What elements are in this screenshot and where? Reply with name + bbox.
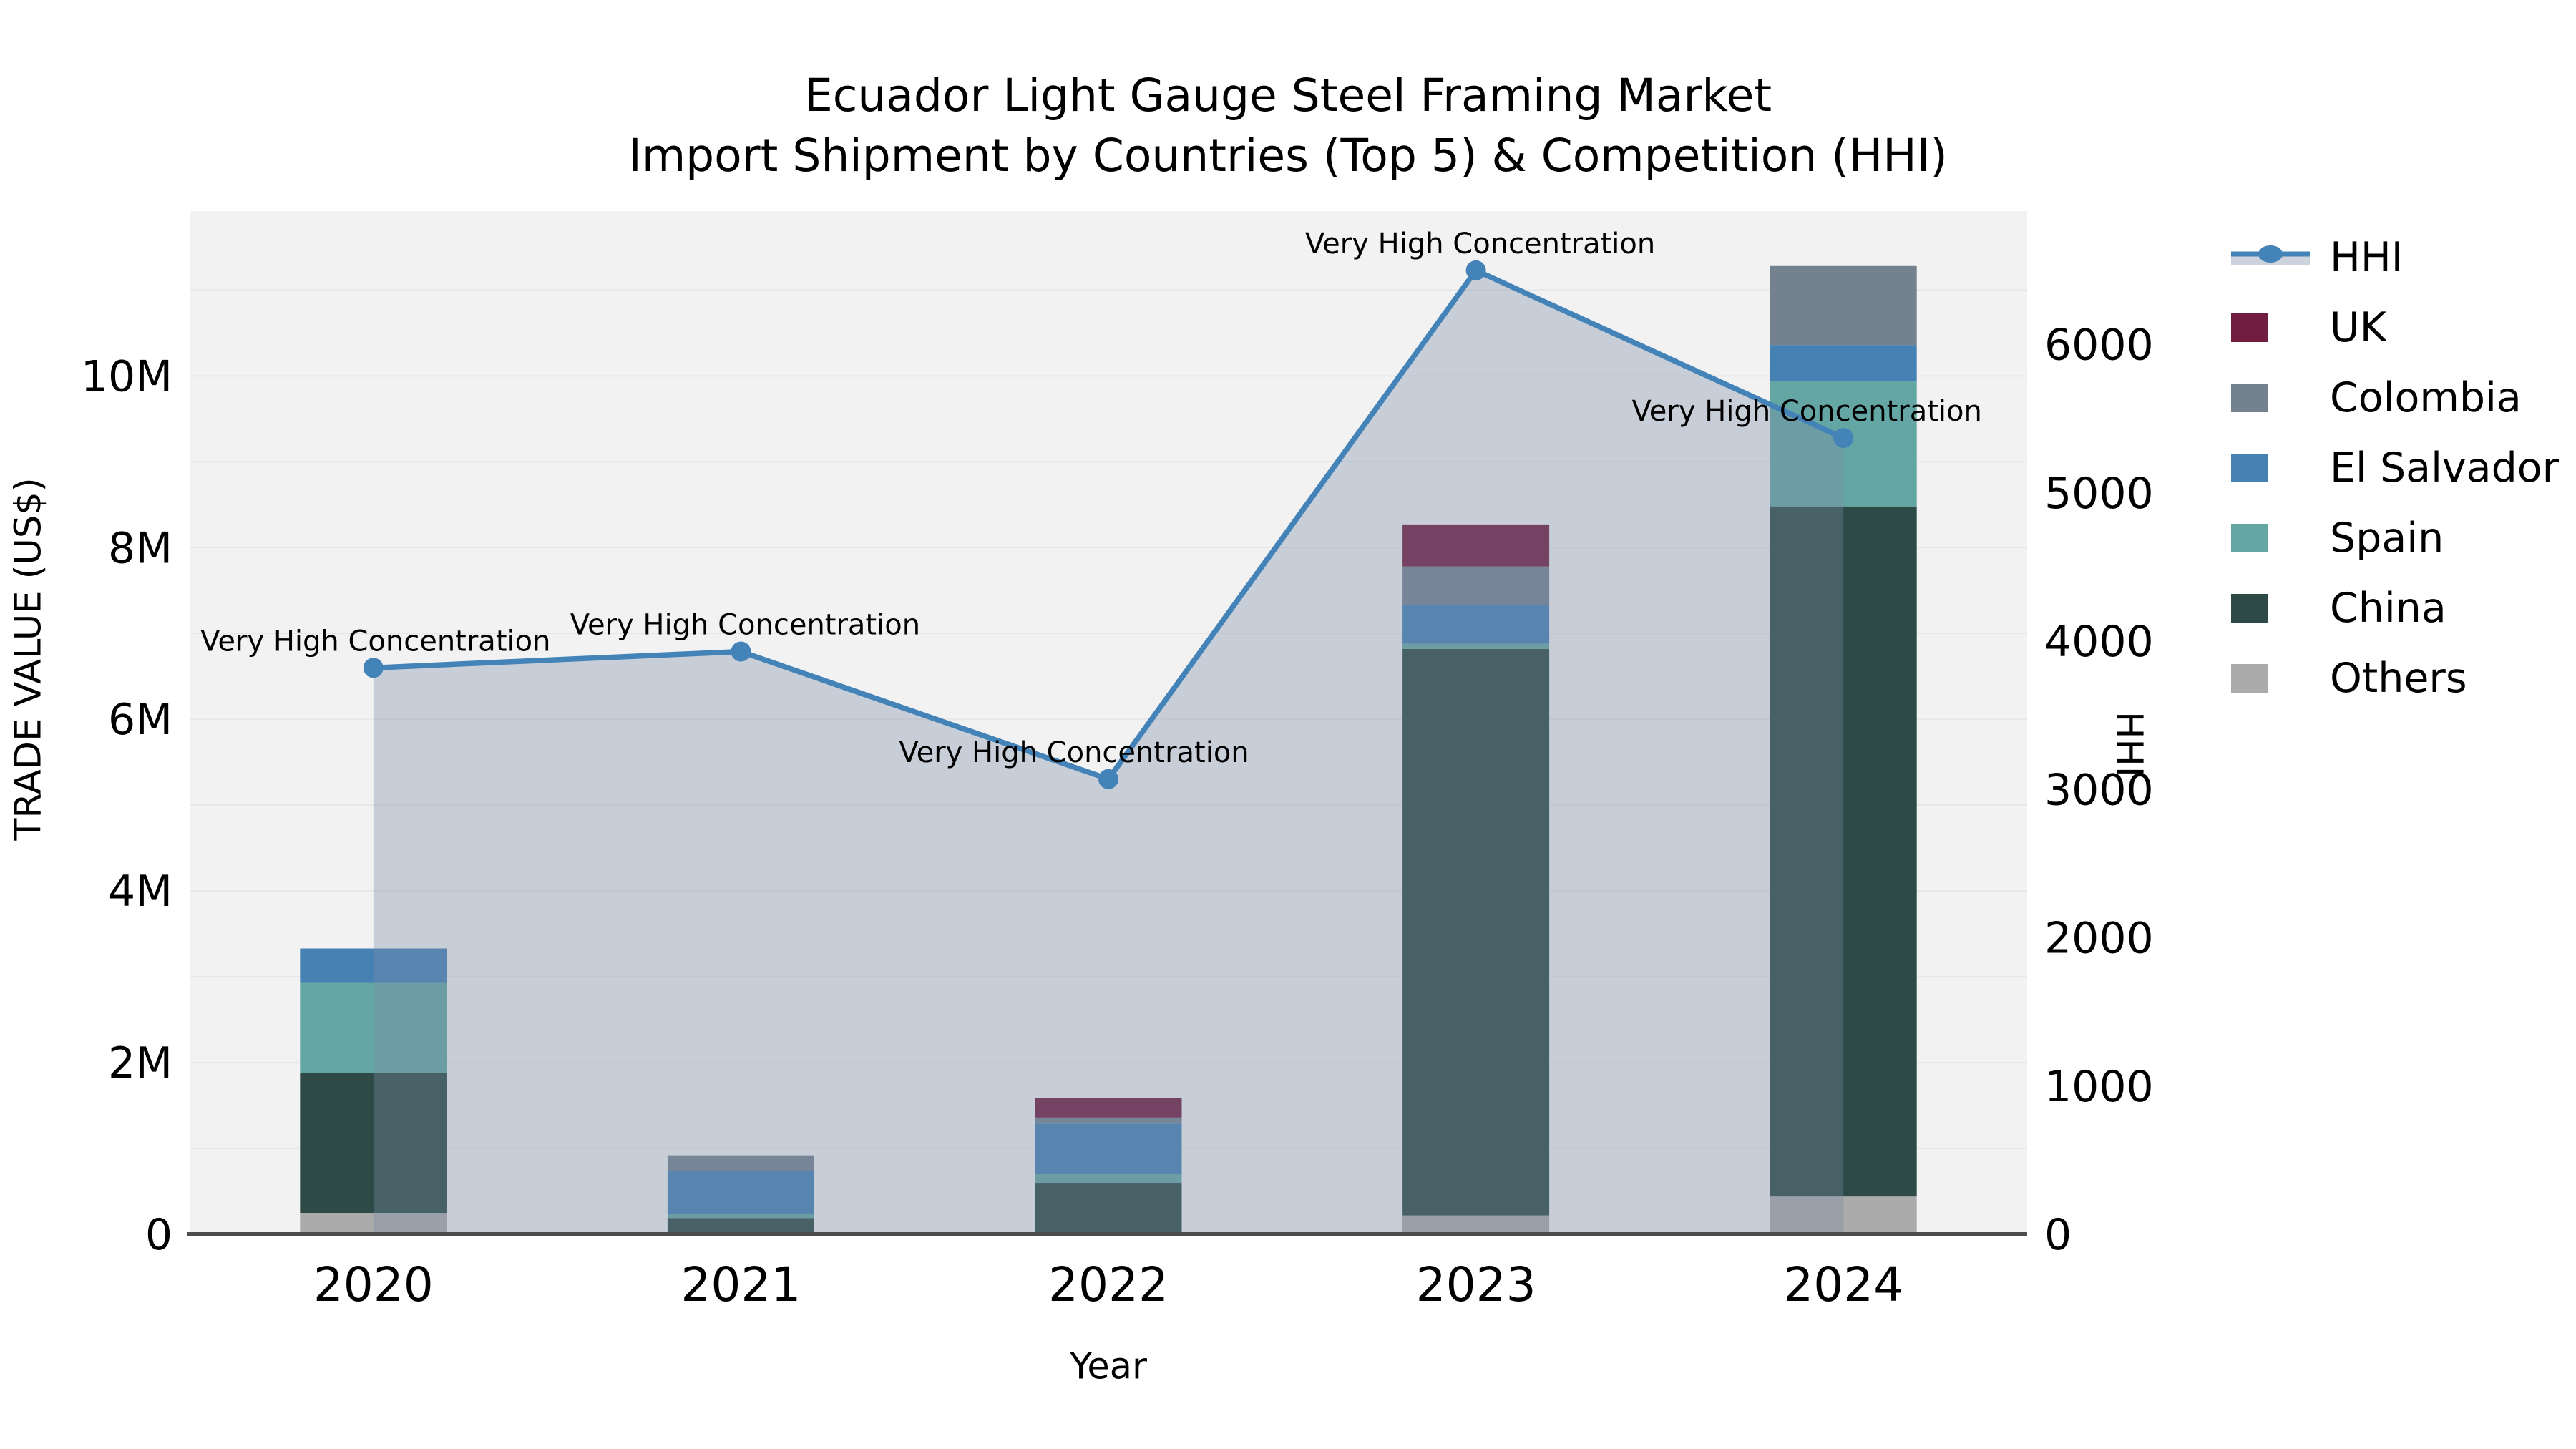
- bar-segment-uk-2023: [1402, 524, 1550, 567]
- bar-segment-colombia-2023: [1402, 566, 1550, 605]
- x-axis-title: Year: [1070, 1345, 1147, 1388]
- year-tick-label-2020: 2020: [313, 1257, 434, 1312]
- right-axis-title: HHI: [2107, 711, 2150, 777]
- year-tick-label-2023: 2023: [1416, 1257, 1536, 1312]
- bar-segment-china-2022: [1035, 1183, 1182, 1233]
- bar-segment-spain-2023: [1402, 643, 1550, 649]
- bar-segment-china-2020: [300, 1073, 447, 1214]
- legend-swatch-icon: [2231, 313, 2310, 342]
- right-tick-label-1000: 1000: [2044, 1062, 2154, 1112]
- legend-item-uk: UK: [2231, 293, 2559, 363]
- legend-item-hhi: HHI: [2231, 223, 2559, 293]
- annotation-2021: Very High Concentration: [570, 609, 920, 642]
- chart-title-line2: Import Shipment by Countries (Top 5) & C…: [628, 130, 1948, 182]
- legend-label: UK: [2330, 304, 2387, 351]
- legend-item-spain: Spain: [2231, 503, 2559, 573]
- right-tick-label-4000: 4000: [2044, 617, 2154, 667]
- legend-item-el-salvador: El Salvador: [2231, 433, 2559, 503]
- year-tick-label-2024: 2024: [1783, 1257, 1903, 1312]
- chart-title-line1: Ecuador Light Gauge Steel Framing Market: [804, 69, 1772, 122]
- left-tick-label-2M: 2M: [108, 1038, 172, 1088]
- bar-segment-spain-2020: [300, 982, 447, 1073]
- legend-label: El Salvador: [2330, 444, 2560, 492]
- legend-item-china: China: [2231, 573, 2559, 643]
- hhi-marker-2024: [1833, 428, 1854, 449]
- bar-segment-colombia-2021: [667, 1155, 814, 1171]
- legend-item-colombia: Colombia: [2231, 363, 2559, 433]
- legend-swatch: [2231, 454, 2268, 482]
- right-tick-label-0: 0: [2044, 1210, 2072, 1260]
- right-tick-label-6000: 6000: [2044, 321, 2154, 371]
- legend-swatch-icon: [2231, 664, 2310, 693]
- legend-swatch-icon: [2231, 454, 2310, 482]
- year-tick-label-2022: 2022: [1048, 1257, 1169, 1312]
- legend-swatch: [2231, 384, 2268, 412]
- left-tick-label-6M: 6M: [108, 695, 172, 745]
- legend-swatch-icon: [2231, 384, 2310, 412]
- right-tick-label-2000: 2000: [2044, 914, 2154, 964]
- right-tick-label-3000: 3000: [2044, 765, 2154, 815]
- legend-label: HHI: [2330, 234, 2404, 281]
- hhi-marker-2020: [363, 658, 384, 678]
- left-tick-label-0: 0: [145, 1210, 172, 1260]
- legend: HHI UK Colombia El Salvador Spain China Others: [2231, 223, 2559, 713]
- bar-segment-colombia-2022: [1035, 1117, 1182, 1124]
- bar-segment-el-salvador-2022: [1035, 1123, 1182, 1175]
- bar-segment-el-salvador-2023: [1402, 605, 1550, 644]
- bar-segment-others-2023: [1402, 1215, 1550, 1234]
- bar-segment-el-salvador-2021: [667, 1171, 814, 1214]
- bar-segment-china-2023: [1402, 648, 1550, 1216]
- legend-swatch: [2231, 524, 2268, 552]
- annotation-2024: Very High Concentration: [1632, 395, 1982, 428]
- left-tick-label-8M: 8M: [108, 523, 172, 573]
- hhi-legend-key: [2231, 245, 2310, 265]
- hhi-line-marker-icon: [2231, 242, 2310, 273]
- legend-swatch-icon: [2231, 594, 2310, 623]
- bar-segment-others-2024: [1770, 1196, 1917, 1234]
- annotation-2023: Very High Concentration: [1305, 228, 1655, 260]
- legend-label: China: [2330, 585, 2446, 632]
- legend-label: Others: [2330, 655, 2467, 702]
- bar-segment-spain-2021: [667, 1214, 814, 1219]
- annotation-2020: Very High Concentration: [200, 625, 550, 658]
- legend-label: Spain: [2330, 514, 2444, 562]
- bar-segment-spain-2022: [1035, 1174, 1182, 1184]
- year-tick-label-2021: 2021: [680, 1257, 801, 1312]
- right-tick-label-5000: 5000: [2044, 469, 2154, 519]
- legend-swatch: [2231, 594, 2268, 623]
- bar-segment-el-salvador-2020: [300, 948, 447, 983]
- annotation-2022: Very High Concentration: [899, 736, 1249, 769]
- bar-segment-el-salvador-2024: [1770, 345, 1917, 381]
- bar-segment-uk-2022: [1035, 1098, 1182, 1118]
- hhi-marker-2022: [1098, 769, 1118, 789]
- chart-title: Ecuador Light Gauge Steel Framing Market…: [0, 66, 2576, 186]
- hhi-marker-2023: [1465, 260, 1486, 280]
- bar-segment-china-2021: [667, 1218, 814, 1233]
- left-tick-label-10M: 10M: [81, 351, 172, 401]
- legend-swatch: [2231, 313, 2268, 342]
- hhi-area: [373, 270, 1844, 1234]
- hhi-marker-2021: [731, 641, 751, 662]
- legend-label: Colombia: [2330, 374, 2522, 421]
- left-axis-title: TRADE VALUE (US$): [7, 477, 50, 841]
- bar-segment-others-2020: [300, 1213, 447, 1234]
- legend-item-others: Others: [2231, 643, 2559, 713]
- bar-segment-china-2024: [1770, 506, 1917, 1197]
- left-tick-label-4M: 4M: [108, 867, 172, 917]
- legend-swatch-icon: [2231, 524, 2310, 552]
- bar-segment-colombia-2024: [1770, 265, 1917, 346]
- legend-swatch: [2231, 664, 2268, 693]
